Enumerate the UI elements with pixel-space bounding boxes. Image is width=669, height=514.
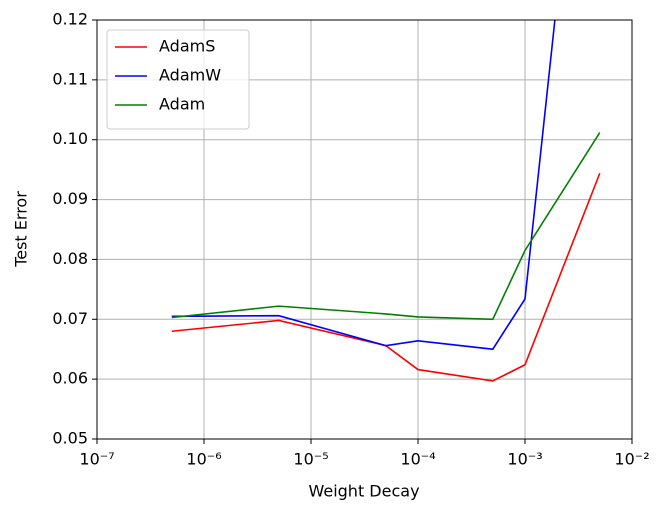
x-tick-label: 10⁻⁴	[400, 450, 435, 469]
plot-lines	[171, 20, 601, 382]
plot-frame	[96, 19, 633, 440]
y-tick-label: 0.06	[52, 369, 88, 388]
series-line	[171, 132, 601, 321]
x-tick-label: 10⁻³	[507, 450, 542, 469]
x-tick-label: 10⁻⁷	[79, 450, 114, 469]
y-tick-label: 0.11	[52, 69, 88, 88]
series-line	[171, 172, 601, 382]
y-tick-label: 0.08	[52, 249, 88, 268]
y-tick-label: 0.09	[52, 189, 88, 208]
legend-label: AdamS	[159, 37, 215, 56]
y-tick-label: 0.12	[52, 10, 88, 29]
series-line	[171, 20, 556, 351]
legend-label: Adam	[159, 95, 205, 114]
x-axis-label: Weight Decay	[308, 482, 419, 501]
x-tick-label: 10⁻⁵	[293, 450, 328, 469]
x-tick-label: 10⁻⁶	[186, 450, 221, 469]
y-tick-label: 0.10	[52, 129, 88, 148]
y-tick-label: 0.07	[52, 309, 88, 328]
y-tick-label: 0.05	[52, 429, 88, 448]
y-axis-label: Test Error	[12, 191, 31, 268]
x-tick-label: 10⁻²	[614, 450, 649, 469]
legend-label: AdamW	[159, 66, 221, 85]
